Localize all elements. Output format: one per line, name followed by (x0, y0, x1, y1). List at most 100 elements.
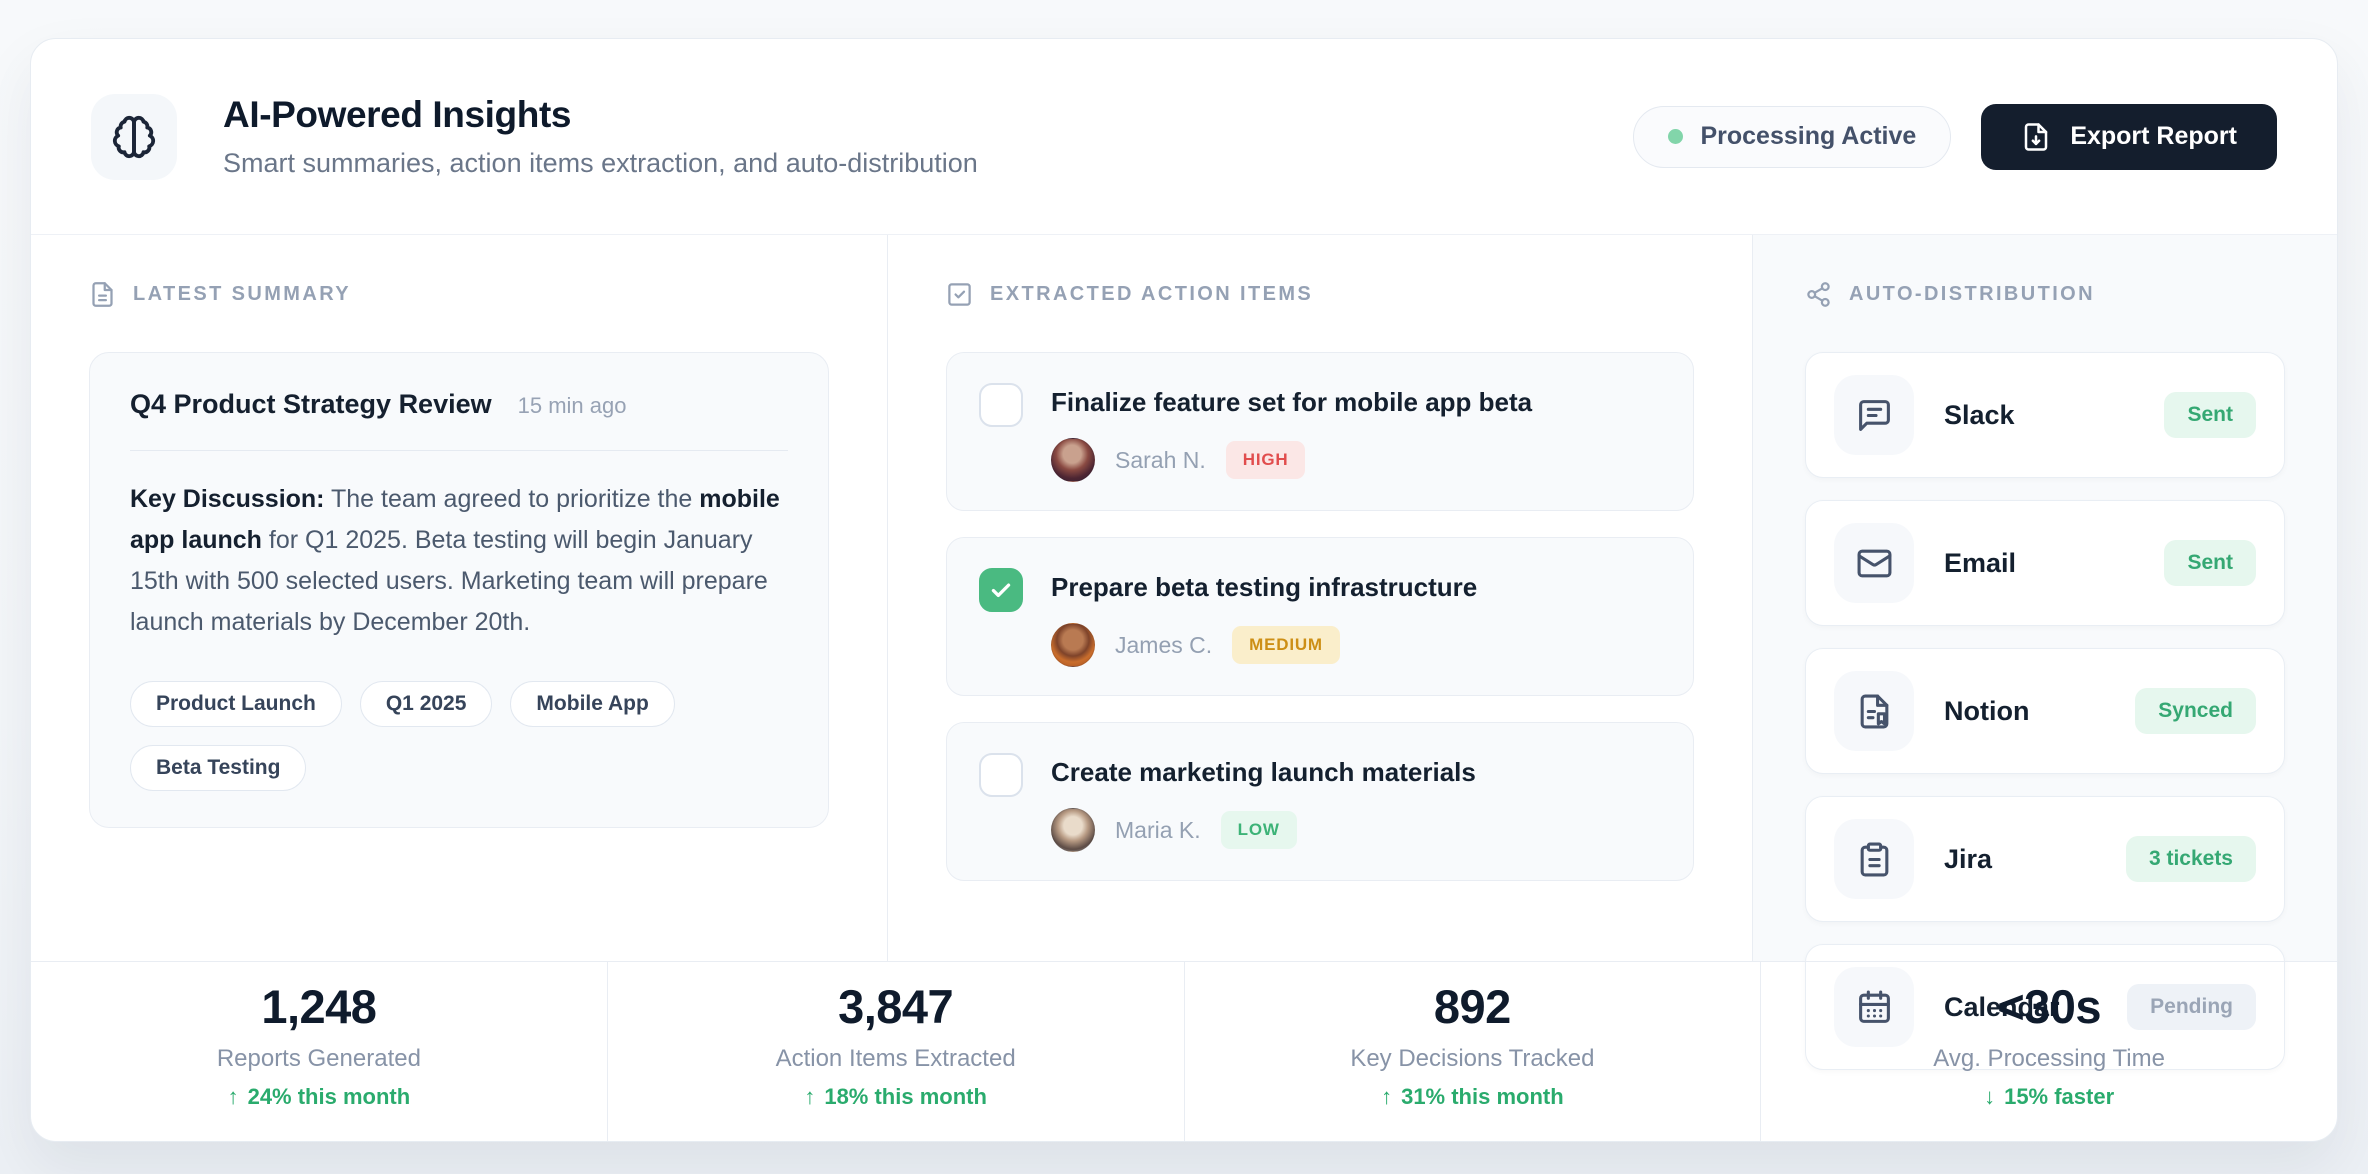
avatar (1051, 808, 1095, 852)
stat-trend: ↑ 24% this month (228, 1084, 411, 1110)
calendar-icon (1834, 967, 1914, 1047)
status-badge: Synced (2135, 688, 2256, 734)
brand: AI-Powered Insights Smart summaries, act… (91, 93, 978, 180)
summary-text: The team agreed to prioritize the (324, 485, 700, 513)
stat-trend: ↑ 18% this month (804, 1084, 987, 1110)
panel-header: AI-Powered Insights Smart summaries, act… (31, 39, 2337, 235)
summary-card: Q4 Product Strategy Review 15 min ago Ke… (89, 352, 829, 828)
summary-tags: Product Launch Q1 2025 Mobile App Beta T… (130, 681, 788, 791)
stat-value: 892 (1433, 980, 1511, 1033)
status-badge: Pending (2127, 984, 2256, 1030)
stat-value: 3,847 (838, 980, 954, 1033)
priority-badge: LOW (1220, 811, 1297, 849)
task-checkbox[interactable] (979, 383, 1023, 427)
assignee-name: Maria K. (1115, 816, 1201, 843)
tag-chip: Q1 2025 (359, 681, 493, 727)
stats-footer: 1,248 Reports Generated ↑ 24% this month … (31, 961, 2337, 1141)
priority-badge: MEDIUM (1232, 626, 1340, 664)
tag-chip: Product Launch (130, 681, 342, 727)
latest-summary-column: LATEST SUMMARY Q4 Product Strategy Revie… (31, 235, 888, 961)
trend-text: 24% this month (247, 1084, 411, 1109)
integration-name: Slack (1944, 399, 2015, 430)
title-block: AI-Powered Insights Smart summaries, act… (223, 94, 978, 179)
status-label: Processing Active (1700, 122, 1917, 150)
stat-action-items-extracted: 3,847 Action Items Extracted ↑ 18% this m… (608, 962, 1185, 1141)
page-title: AI-Powered Insights (223, 94, 572, 135)
status-badge: 3 tickets (2125, 836, 2256, 882)
task-checkbox[interactable] (979, 568, 1023, 612)
divider (130, 450, 788, 451)
file-bookmark-icon (1834, 671, 1914, 751)
arrow-up-icon: ↑ (804, 1084, 816, 1109)
action-item-title: Prepare beta testing infrastructure (1051, 572, 1478, 602)
action-item-meta: James C. MEDIUM (1051, 623, 1477, 667)
section-title: LATEST SUMMARY (133, 283, 352, 305)
ai-insights-panel: AI-Powered Insights Smart summaries, act… (30, 38, 2338, 1142)
action-items-heading: EXTRACTED ACTION ITEMS (946, 281, 1694, 308)
export-button-label: Export Report (2070, 122, 2237, 150)
arrow-up-icon: ↑ (227, 1084, 239, 1109)
stat-value: <30s (1997, 980, 2102, 1033)
avatar (1051, 623, 1095, 667)
action-item-title: Create marketing launch materials (1051, 757, 1476, 787)
trend-text: 18% this month (824, 1084, 987, 1109)
stat-label: Avg. Processing Time (1933, 1045, 2165, 1072)
action-item-content: Prepare beta testing infrastructure Jame… (1051, 566, 1477, 667)
distribution-row-email[interactable]: Email Sent (1805, 500, 2285, 626)
action-item-content: Create marketing launch materials Maria … (1051, 751, 1476, 852)
content-area: LATEST SUMMARY Q4 Product Strategy Revie… (31, 235, 2337, 1070)
arrow-up-icon: ↑ (1381, 1084, 1393, 1109)
auto-distribution-heading: AUTO-DISTRIBUTION (1805, 281, 2285, 308)
latest-summary-heading: LATEST SUMMARY (89, 281, 829, 308)
summary-timestamp: 15 min ago (517, 393, 627, 418)
action-item-title: Finalize feature set for mobile app beta (1051, 387, 1533, 417)
integration-name: Jira (1944, 843, 1993, 874)
summary-card-header: Q4 Product Strategy Review 15 min ago (130, 389, 788, 420)
brain-icon (91, 93, 177, 180)
share-icon (1807, 282, 1830, 307)
status-badge: Sent (2164, 392, 2256, 438)
action-items-column: EXTRACTED ACTION ITEMS Finalize feature … (888, 235, 1753, 961)
action-item-row: Finalize feature set for mobile app beta… (946, 352, 1694, 511)
task-checkbox[interactable] (979, 753, 1023, 797)
export-report-button[interactable]: Export Report (1981, 103, 2277, 170)
distribution-row-calendar[interactable]: Calendar Pending (1805, 944, 2285, 1070)
stat-label: Action Items Extracted (775, 1045, 1016, 1072)
action-item-meta: Sarah N. HIGH (1051, 438, 1532, 482)
integration-name: Email (1944, 547, 2017, 578)
integration-name: Calendar (1944, 991, 2060, 1022)
section-title: AUTO-DISTRIBUTION (1849, 283, 2095, 305)
priority-badge: HIGH (1225, 441, 1306, 479)
assignee-name: James C. (1115, 631, 1213, 658)
tag-chip: Mobile App (510, 681, 675, 727)
clipboard-icon (1834, 819, 1914, 899)
action-item-row: Create marketing launch materials Maria … (946, 722, 1694, 881)
stat-reports-generated: 1,248 Reports Generated ↑ 24% this month (31, 962, 608, 1141)
integration-name: Notion (1944, 695, 2030, 726)
trend-text: 31% this month (1401, 1084, 1564, 1109)
processing-status-badge: Processing Active (1633, 105, 1952, 168)
summary-title: Q4 Product Strategy Review (130, 389, 492, 419)
stat-label: Reports Generated (216, 1045, 421, 1072)
trend-text: 15% faster (2004, 1084, 2115, 1109)
stat-label: Key Decisions Tracked (1350, 1045, 1595, 1072)
stat-key-decisions-tracked: 892 Key Decisions Tracked ↑ 31% this mont… (1185, 962, 1762, 1141)
tag-chip: Beta Testing (130, 745, 307, 791)
file-download-icon (2025, 122, 2048, 151)
distribution-row-slack[interactable]: Slack Sent (1805, 352, 2285, 478)
section-title: EXTRACTED ACTION ITEMS (990, 283, 1314, 305)
mail-icon (1834, 523, 1914, 603)
action-item-content: Finalize feature set for mobile app beta… (1051, 381, 1532, 482)
page-subtitle: Smart summaries, action items extraction… (223, 148, 978, 178)
stat-avg-processing-time: <30s Avg. Processing Time ↓ 15% faster (1761, 962, 2337, 1141)
distribution-row-jira[interactable]: Jira 3 tickets (1805, 796, 2285, 922)
status-badge: Sent (2164, 540, 2256, 586)
distribution-row-notion[interactable]: Notion Synced (1805, 648, 2285, 774)
file-text-icon (92, 282, 113, 307)
summary-bold-phrase: mobile app launch (130, 485, 780, 554)
auto-distribution-column: AUTO-DISTRIBUTION Slack Sent Email Sent (1753, 235, 2337, 1070)
arrow-down-icon: ↓ (1984, 1084, 1996, 1109)
status-dot-icon (1668, 129, 1684, 144)
action-item-row: Prepare beta testing infrastructure Jame… (946, 537, 1694, 696)
stat-trend: ↑ 31% this month (1381, 1084, 1564, 1110)
